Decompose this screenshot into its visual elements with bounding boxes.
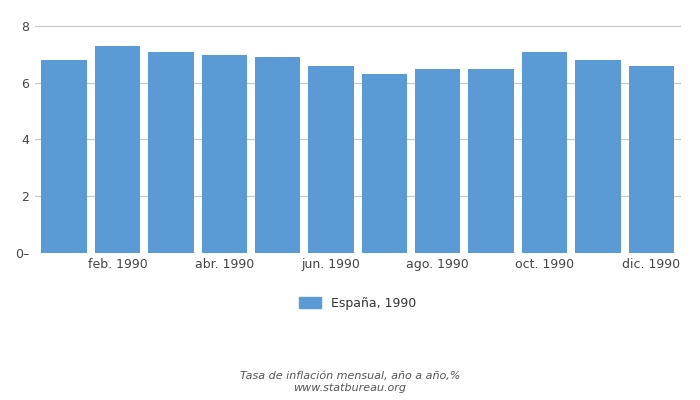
Text: www.statbureau.org: www.statbureau.org bbox=[293, 383, 407, 393]
Bar bbox=[94, 46, 140, 253]
Bar bbox=[255, 58, 300, 253]
Bar bbox=[308, 66, 354, 253]
Bar bbox=[148, 52, 194, 253]
Bar bbox=[629, 66, 674, 253]
Bar bbox=[202, 55, 247, 253]
Bar bbox=[575, 60, 621, 253]
Legend: España, 1990: España, 1990 bbox=[294, 292, 421, 315]
Bar bbox=[522, 52, 567, 253]
Bar bbox=[415, 69, 461, 253]
Bar bbox=[362, 74, 407, 253]
Bar bbox=[468, 69, 514, 253]
Bar bbox=[41, 60, 87, 253]
Text: Tasa de inflación mensual, año a año,%: Tasa de inflación mensual, año a año,% bbox=[240, 371, 460, 381]
